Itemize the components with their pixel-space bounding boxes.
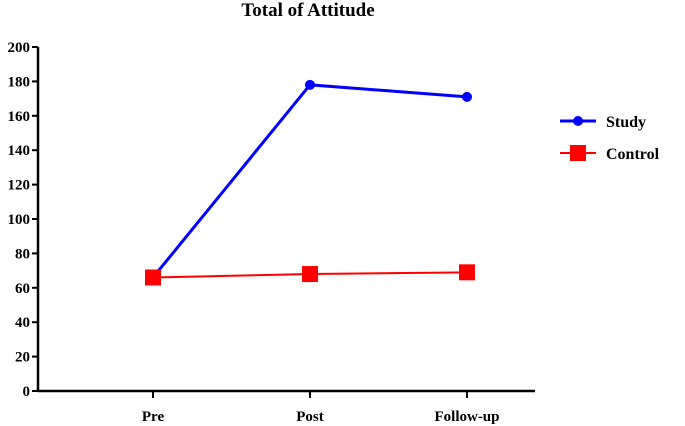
- y-tick-label: 80: [15, 246, 30, 262]
- x-tick-label: Pre: [142, 409, 165, 425]
- chart-title: Total of Attitude: [241, 0, 374, 21]
- legend-label: Study: [606, 114, 646, 131]
- y-tick-label: 180: [8, 74, 31, 90]
- series-control: [145, 264, 475, 286]
- legend: Study Control: [560, 114, 660, 163]
- data-point-control: [302, 266, 318, 283]
- y-tick-label: 60: [15, 281, 30, 297]
- y-tick-label: 120: [8, 178, 31, 194]
- legend-marker: [570, 145, 586, 161]
- data-point-study: [305, 79, 315, 90]
- x-tick-label: Post: [296, 409, 324, 425]
- legend-item-study: Study: [560, 114, 646, 131]
- y-tick-label: 20: [15, 350, 30, 366]
- axes: 0 20 40 60 80 100 120 140 160 180 200 Pre Post Follow…: [8, 40, 535, 425]
- y-tick-label: 160: [8, 109, 31, 125]
- legend-marker: [573, 116, 583, 126]
- y-tick-label: 40: [15, 315, 30, 331]
- x-tick-label: Follow-up: [434, 409, 499, 425]
- legend-item-control: Control: [560, 145, 660, 163]
- y-tick-label: 140: [8, 143, 31, 159]
- y-tick-label: 100: [8, 212, 31, 228]
- series-study: [148, 79, 472, 283]
- legend-label: Control: [606, 146, 660, 163]
- data-point-study: [462, 91, 472, 102]
- data-point-control: [459, 264, 475, 281]
- y-tick-label: 200: [8, 40, 31, 56]
- series-line-study: [151, 83, 468, 279]
- y-tick-label: 0: [23, 384, 31, 400]
- data-point-control: [145, 269, 161, 286]
- series-layer: [145, 79, 475, 286]
